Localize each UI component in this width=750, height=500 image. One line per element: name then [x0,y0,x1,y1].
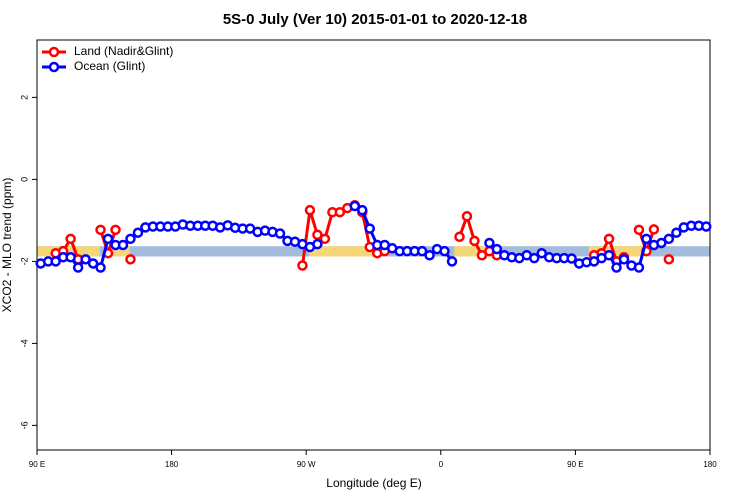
y-tick-label: -4 [19,339,29,347]
land-band [454,246,500,257]
data-point [50,256,61,267]
data-point [297,260,308,271]
x-tick-label: 90 W [297,460,316,469]
data-point [439,245,450,257]
x-tick-label: 180 [703,460,717,469]
data-point [469,235,480,247]
land-band [588,246,649,257]
data-point [566,253,577,264]
data-point [80,254,91,265]
data-point [633,262,645,273]
data-point [476,250,488,261]
data-point [304,204,316,216]
data-point [125,254,136,265]
data-point [364,223,376,234]
data-point [349,200,361,212]
data-point [65,233,76,245]
legend-label: Land (Nadir&Glint) [74,44,173,58]
data-point [95,224,106,236]
x-tick-label: 180 [165,460,179,469]
y-tick-label: 2 [19,95,29,100]
data-point [603,250,615,261]
data-point [274,228,286,239]
data-point [334,206,346,218]
data-point [663,254,675,265]
data-point [312,229,323,240]
data-point [641,233,652,245]
data-point [424,250,435,261]
data-point [648,224,660,235]
data-point [633,224,645,236]
data-point [319,233,331,245]
data-point [491,243,503,255]
data-point [117,239,129,251]
data-point [618,254,630,265]
data-point [656,237,667,249]
land-band [105,246,130,257]
y-axis-label: XCO2 - MLO trend (ppm) [0,178,14,313]
data-point [611,262,622,273]
data-point [95,262,106,273]
data-point [72,262,84,273]
data-point [87,258,99,269]
data-point [357,204,368,216]
data-point [701,221,712,232]
x-axis-label: Longitude (deg E) [326,476,421,490]
data-point [671,227,682,238]
data-point [102,233,114,245]
data-point [454,231,465,243]
y-tick-label: -2 [19,257,29,265]
data-point [536,247,547,259]
y-tick-label: -6 [19,421,29,429]
data-point [663,233,675,245]
legend-marker [48,46,60,58]
x-tick-label: 0 [439,460,444,469]
plot-frame [36,39,711,451]
legend-marker [48,61,60,73]
data-point [446,256,458,267]
data-point [416,245,428,257]
data-point [529,252,540,264]
data-point [65,252,76,263]
data-point [312,238,323,250]
data-point [461,211,473,222]
land-band [309,246,374,257]
chart-title: 5S-0 July (Ver 10) 2015-01-01 to 2020-12… [223,11,527,28]
x-tick-label: 90 E [567,460,583,469]
legend-label: Ocean (Glint) [74,59,145,73]
data-point [110,224,121,236]
data-point [125,233,136,245]
data-point [484,237,495,249]
x-tick-label: 90 E [29,460,45,469]
data-point [603,233,615,245]
data-point [132,227,144,238]
y-tick-label: 0 [19,177,29,182]
